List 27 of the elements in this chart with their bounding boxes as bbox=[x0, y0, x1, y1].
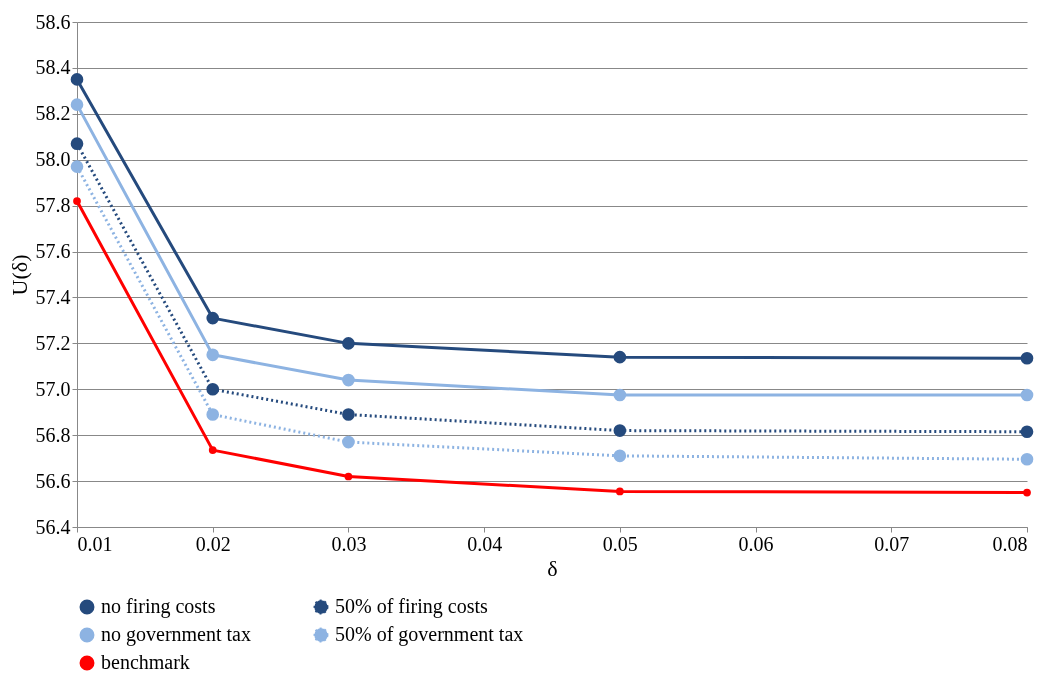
y-tick-label: 57.0 bbox=[35, 377, 71, 400]
legend-label: no firing costs bbox=[101, 595, 216, 618]
y-tick-label: 57.4 bbox=[35, 285, 71, 308]
x-tick-label: 0.08 bbox=[992, 532, 1028, 555]
y-tick-label: 57.6 bbox=[35, 240, 71, 263]
x-tick-label: 0.01 bbox=[77, 532, 113, 555]
y-tick-label: 56.4 bbox=[35, 515, 71, 538]
x-axis-title: δ bbox=[547, 555, 558, 581]
legend-label: 50% of firing costs bbox=[335, 595, 488, 618]
legend-label: benchmark bbox=[101, 651, 190, 673]
x-tick-label: 0.05 bbox=[602, 532, 638, 555]
x-tick-label: 0.03 bbox=[331, 532, 367, 555]
y-tick-label: 56.8 bbox=[35, 423, 71, 446]
y-tick-label: 58.6 bbox=[35, 10, 71, 33]
x-tick-label: 0.07 bbox=[874, 532, 910, 555]
y-tick-label: 57.8 bbox=[35, 194, 71, 217]
x-tick-label: 0.04 bbox=[467, 532, 503, 555]
y-tick-label: 56.6 bbox=[35, 469, 71, 492]
x-tick-label: 0.02 bbox=[195, 532, 231, 555]
y-axis-title: U(δ) bbox=[6, 254, 32, 296]
y-tick-label: 58.4 bbox=[35, 56, 71, 79]
y-tick-label: 58.0 bbox=[35, 148, 71, 171]
y-tick-label: 58.2 bbox=[35, 102, 71, 125]
legend-label: 50% of government tax bbox=[335, 623, 524, 646]
y-tick-label: 57.2 bbox=[35, 331, 71, 354]
legend-label: no government tax bbox=[101, 623, 251, 646]
x-tick-label: 0.06 bbox=[738, 532, 774, 555]
